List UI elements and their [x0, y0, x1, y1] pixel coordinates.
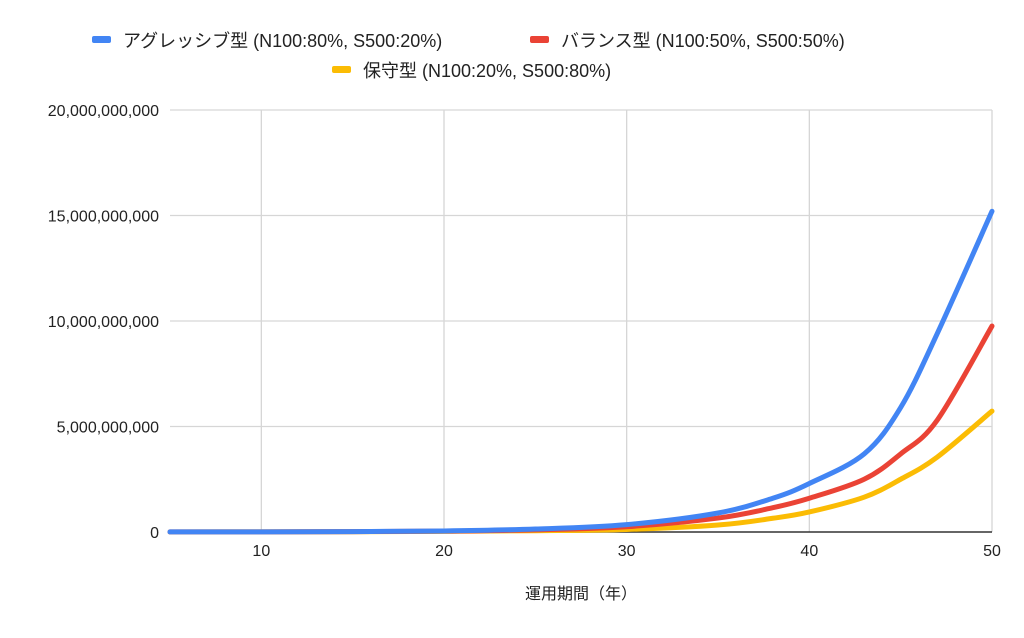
legend-label-aggressive: アグレッシブ型 (N100:80%, S500:20%): [123, 30, 442, 51]
x-axis-label: 運用期間（年）: [525, 585, 637, 603]
y-tick-label: 20,000,000,000: [48, 103, 159, 120]
series-line-0: [167, 208, 995, 535]
x-tick-label: 50: [983, 543, 1001, 560]
x-tick-label: 10: [252, 543, 270, 560]
y-axis-ticks: 0 5,000,000,000 10,000,000,000 15,000,000,0…: [48, 103, 159, 542]
x-tick-label: 40: [800, 543, 818, 560]
series-line-1: [167, 323, 995, 535]
y-tick-label: 15,000,000,000: [48, 209, 159, 226]
legend-label-balanced: バランス型 (N100:50%, S500:50%): [561, 31, 845, 51]
gridlines: [170, 109, 993, 533]
series-line-2: [167, 408, 995, 535]
legend-label-conservative: 保守型 (N100:20%, S500:80%): [363, 61, 611, 81]
legend-swatch-aggressive: [92, 36, 111, 43]
legend: アグレッシブ型 (N100:80%, S500:20%) バランス型 (N100…: [92, 30, 845, 81]
legend-swatch-conservative: [332, 66, 351, 73]
x-tick-label: 30: [618, 543, 636, 560]
legend-swatch-balanced: [530, 36, 549, 43]
y-tick-label: 0: [150, 525, 159, 542]
x-tick-label: 20: [435, 543, 453, 560]
y-tick-label: 5,000,000,000: [57, 420, 159, 437]
y-tick-label: 10,000,000,000: [48, 314, 159, 331]
series-lines: [167, 208, 995, 535]
x-axis-ticks: 10 20 30 40 50: [252, 543, 1001, 560]
